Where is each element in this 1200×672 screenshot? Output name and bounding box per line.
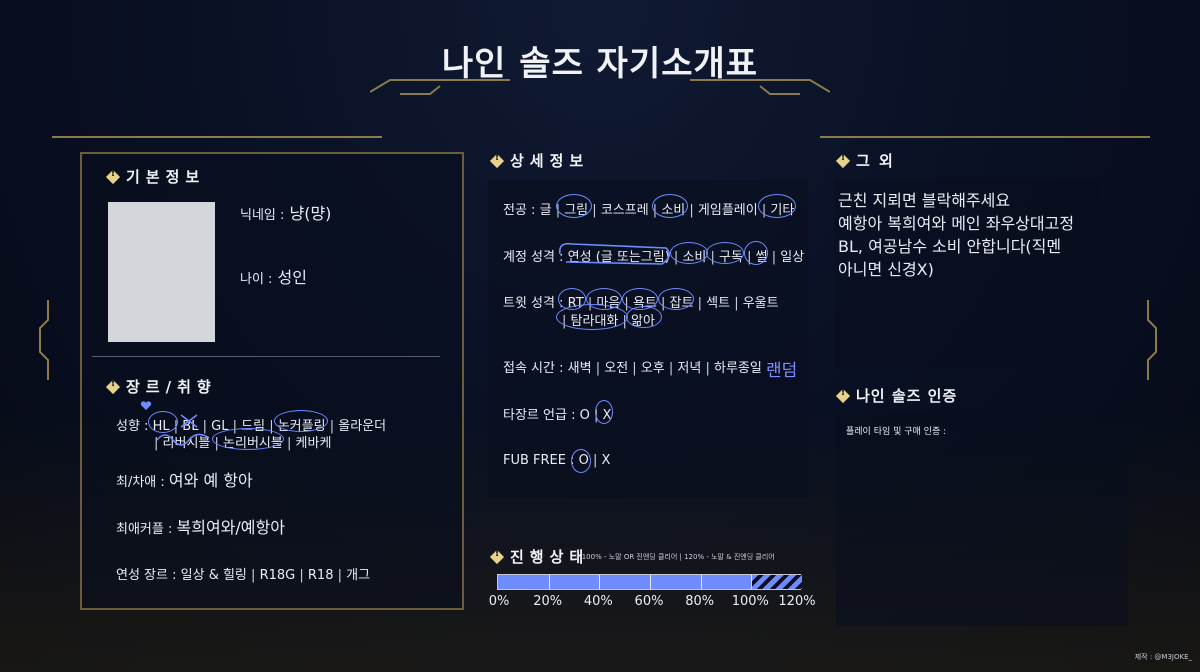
age-row: 나이 : 성인 [240, 268, 307, 287]
handwritten-random: 랜덤 [766, 361, 798, 381]
scribble-mark [156, 433, 210, 446]
progress-header: 진행상태 [490, 546, 589, 567]
underline-mark [558, 242, 670, 265]
progress-tick [751, 575, 753, 589]
fav-couple-row: 최애커플 : 복희여와/예항아 [116, 518, 285, 537]
alert-icon [836, 387, 850, 403]
other-line-1: 근친 지뢰면 블락해주세요 [838, 191, 1011, 210]
circle-mark [148, 411, 178, 433]
progress-tick [700, 575, 702, 589]
circle-mark [744, 241, 768, 265]
progress-tick-label: 80% [685, 594, 715, 609]
progress-tick-label: 20% [533, 594, 563, 609]
circle-mark [652, 194, 688, 218]
cert-header: 나인 솔즈 인증 [836, 385, 957, 406]
top-right-rule [820, 136, 1150, 138]
fav-row: 최/차애 : 여와 예 항아 [116, 471, 253, 490]
left-panel-border [80, 152, 464, 610]
progress-overflow [751, 575, 802, 589]
cert-label: 플레이 타임 및 구매 인증 : [846, 427, 947, 437]
cert-panel [836, 414, 1128, 626]
fub-free-row: FUB FREE : O | X [503, 453, 611, 468]
alert-icon [490, 152, 504, 168]
progress-fill [498, 575, 752, 589]
genre-header: 장르/취향 [106, 376, 217, 397]
right-side-ornament [1147, 300, 1157, 380]
circle-mark [571, 449, 591, 473]
major-row: 전공 : 글 | 그림 | 코스프레 | 소비 | 게임플레이 | 기타 [503, 203, 795, 218]
circle-mark [758, 194, 796, 218]
top-left-rule [52, 136, 382, 138]
plot-genre-row: 연성 장르 : 일상 & 힐링 | R18G | R18 | 개그 [116, 568, 371, 583]
profile-photo [108, 202, 215, 342]
progress-tick [548, 575, 550, 589]
progress-tick-label: 120% [778, 594, 816, 609]
basic-info-header: 기본정보 [106, 166, 205, 187]
circle-mark [274, 410, 328, 432]
other-line-3: BL, 여공남수 소비 안합니다(직멘 [838, 237, 1062, 256]
circle-mark [595, 400, 613, 424]
other-panel [834, 180, 1100, 368]
alert-icon [836, 152, 850, 168]
circle-mark [670, 242, 708, 264]
cross-mark [180, 414, 198, 428]
details-header: 상세정보 [490, 150, 589, 171]
circle-mark [556, 194, 592, 218]
nickname-row: 닉네임 : 냥(먕) [240, 204, 332, 223]
other-line-4: 아니면 신경X) [838, 260, 934, 279]
heart-mark [140, 401, 152, 410]
progress-tick [599, 575, 601, 589]
credit: 제작 : @M3JOKE_ [1134, 653, 1192, 661]
left-side-ornament [39, 300, 49, 380]
alert-icon [106, 168, 120, 184]
progress-bar [497, 574, 802, 590]
circle-mark [212, 428, 284, 450]
page-title: 나인 솔즈 자기소개표 [441, 44, 759, 84]
circle-mark [706, 242, 744, 264]
progress-note: * 100% - 노말 OR 진엔딩 클리어 | 120% - 노말 & 진엔딩… [576, 553, 775, 561]
progress-tick-label: 100% [731, 594, 769, 609]
progress-tick [650, 575, 651, 589]
alert-icon [106, 378, 120, 394]
other-header: 그 외 [836, 150, 895, 171]
details-panel [488, 180, 808, 498]
alert-icon [490, 548, 504, 564]
online-time-row: 접속 시간 : 새벽 | 오전 | 오후 | 저녁 | 하루종일 [503, 361, 762, 376]
progress-tick-label: 0% [488, 594, 510, 609]
circle-mark [556, 304, 628, 330]
other-line-2: 예항아 복희여와 메인 좌우상대고정 [838, 214, 1075, 233]
title-ornament [370, 79, 830, 95]
progress-tick-label: 60% [634, 594, 664, 609]
left-divider [92, 356, 440, 357]
circle-mark [626, 306, 662, 328]
progress-tick-label: 40% [583, 594, 613, 609]
circle-mark [658, 288, 694, 310]
